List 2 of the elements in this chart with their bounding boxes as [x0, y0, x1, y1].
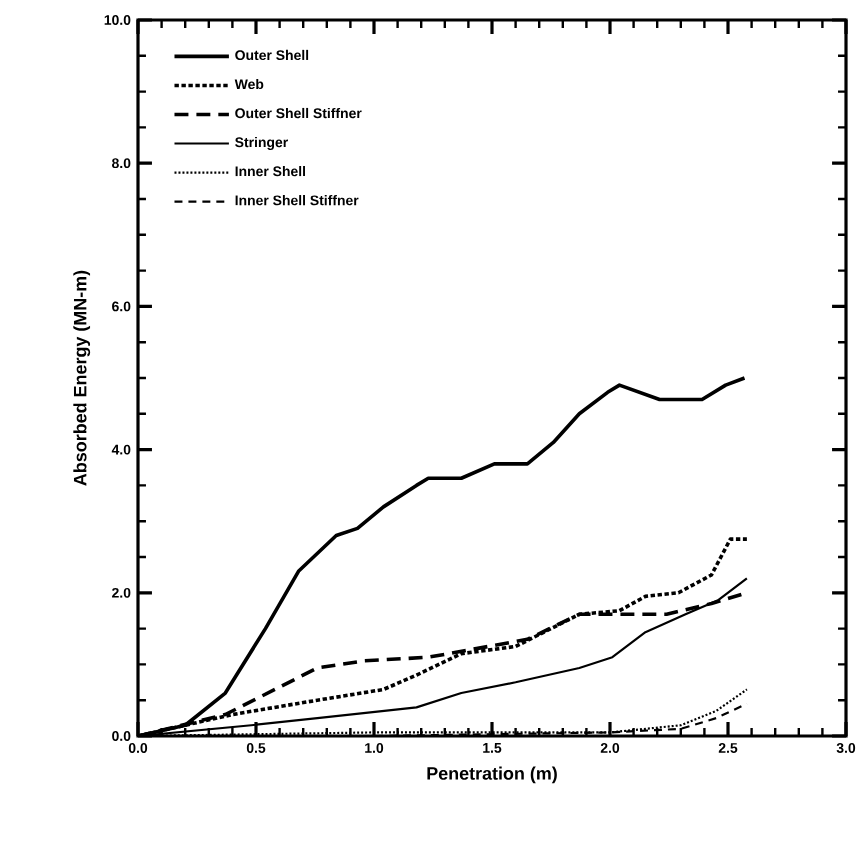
x-axis-title: Penetration (m)	[427, 766, 557, 784]
y-axis-title: Absorbed Energy (MN-m)	[73, 270, 91, 486]
